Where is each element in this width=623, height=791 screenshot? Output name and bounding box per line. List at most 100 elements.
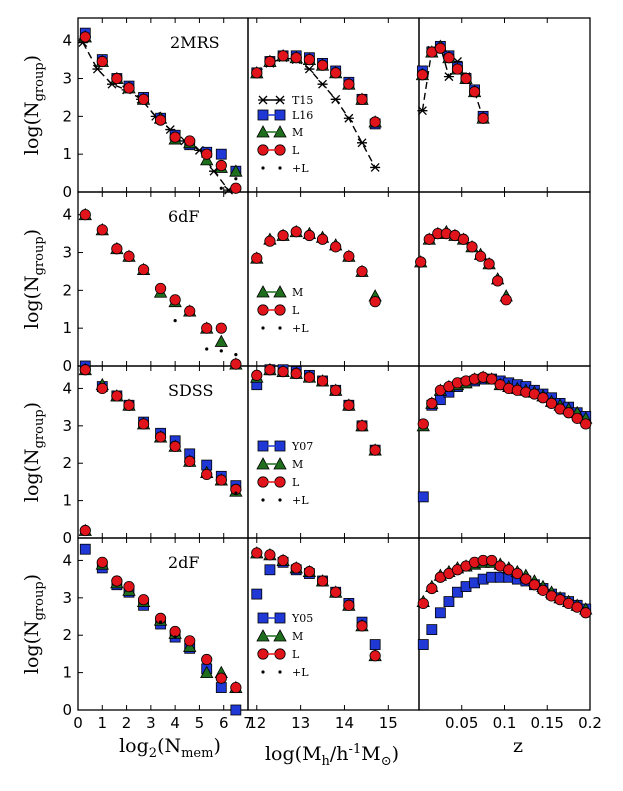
data-point-l <box>215 322 227 334</box>
x-tick-label: 3 <box>146 714 156 732</box>
data-point-l <box>123 399 135 411</box>
data-point-y05 <box>264 564 276 576</box>
data-point-l <box>79 31 91 43</box>
y-axis-label-main: log(N <box>21 448 43 502</box>
data-point-t15 <box>304 64 315 74</box>
data-point-l <box>356 420 368 432</box>
data-point-l <box>184 455 196 467</box>
data-point-l <box>154 431 167 443</box>
data-point-l <box>201 148 213 160</box>
data-point-l <box>111 72 123 85</box>
data-point-t15 <box>370 162 381 172</box>
y-tick-label: 2 <box>62 454 72 472</box>
data-point-plus-l <box>219 186 223 190</box>
data-point-m <box>229 164 243 177</box>
x-tick-label: 7 <box>243 714 253 732</box>
data-point-l <box>528 579 541 591</box>
data-point-plus-l <box>173 319 177 323</box>
y-tick-label: 1 <box>62 319 72 337</box>
data-point-l <box>316 575 329 587</box>
legend-label: L <box>292 476 300 489</box>
data-point-l <box>415 256 427 268</box>
data-point-y05 <box>443 596 455 607</box>
data-point-plus-l <box>234 177 238 181</box>
panel-frame <box>247 191 420 367</box>
data-point-l <box>251 369 263 381</box>
data-point-t15 <box>357 138 367 148</box>
data-point-l <box>580 418 592 430</box>
data-point-plus-l <box>158 620 163 624</box>
legend-marker <box>261 498 265 502</box>
data-point-t15 <box>417 106 428 116</box>
data-point-l <box>330 384 342 396</box>
data-point-l <box>96 224 108 236</box>
data-point-y05 <box>426 624 438 636</box>
data-point-l <box>169 440 181 452</box>
y-axis-label-close: ) <box>21 402 43 409</box>
legend-marker <box>278 670 282 674</box>
data-point-l <box>123 82 135 94</box>
data-point-l <box>123 250 135 262</box>
data-point-l <box>416 69 429 81</box>
data-point-l <box>460 72 472 85</box>
x-axis-label-nmem: log2(Nmem) <box>119 735 221 761</box>
data-point-y05 <box>434 607 446 619</box>
x-tick-label: 13 <box>291 714 310 732</box>
data-point-l <box>154 282 167 295</box>
data-point-l <box>264 55 276 68</box>
data-point-l <box>343 399 355 411</box>
data-point-l <box>451 63 464 75</box>
data-point-l <box>264 364 276 376</box>
legend-label: L <box>292 304 300 317</box>
data-point-l <box>303 566 315 578</box>
data-point-l <box>316 59 329 71</box>
x-axis-label-z: z <box>513 735 523 757</box>
data-point-l <box>96 382 108 395</box>
y-tick-label: 0 <box>62 183 72 201</box>
data-point-l <box>423 233 435 245</box>
survey-label: SDSS <box>168 381 213 400</box>
legend-label: M <box>292 286 303 299</box>
x-tick-label: 14 <box>335 714 354 732</box>
series-line-t15 <box>256 56 376 168</box>
data-point-l <box>330 586 342 598</box>
legend-label: M <box>292 126 303 139</box>
data-point-l <box>290 52 302 64</box>
data-point-l <box>290 226 302 238</box>
data-point-l <box>215 474 227 486</box>
y-axis-label-sub: group <box>32 62 47 101</box>
x-tick-label: 0.1 <box>493 714 517 732</box>
data-point-l <box>457 233 470 245</box>
data-point-l <box>251 252 263 264</box>
y-axis-label-sub: group <box>32 581 47 620</box>
data-point-l <box>111 390 123 402</box>
data-point-l <box>343 78 355 90</box>
survey-label: 2dF <box>168 553 200 572</box>
data-point-l <box>303 54 315 66</box>
data-point-plus-l <box>234 491 238 495</box>
y-tick-label: 4 <box>62 379 72 397</box>
data-point-plus-l <box>205 347 209 351</box>
y-axis-label: log(Ngroup) <box>21 574 47 674</box>
data-point-l <box>356 93 368 105</box>
data-point-t15 <box>343 113 354 123</box>
legend-marker <box>278 498 282 502</box>
data-point-y05 <box>369 639 381 650</box>
data-point-t15 <box>317 79 328 89</box>
legend-label: M <box>292 630 303 643</box>
data-point-l <box>290 562 302 574</box>
data-point-l <box>500 294 512 306</box>
data-point-l <box>184 135 196 147</box>
data-point-l <box>184 305 196 317</box>
y-axis-label: log(Ngroup) <box>21 55 47 155</box>
y-axis-label-main: log(N <box>21 620 43 674</box>
survey-label: 2MRS <box>170 33 220 52</box>
data-point-l <box>316 375 329 387</box>
legend-marker <box>278 326 282 330</box>
data-point-l <box>571 601 583 613</box>
x-axis-label-mass: log(Mh/h-1M⊙) <box>265 742 399 769</box>
data-point-y05 <box>79 543 91 555</box>
data-point-l <box>417 418 429 430</box>
